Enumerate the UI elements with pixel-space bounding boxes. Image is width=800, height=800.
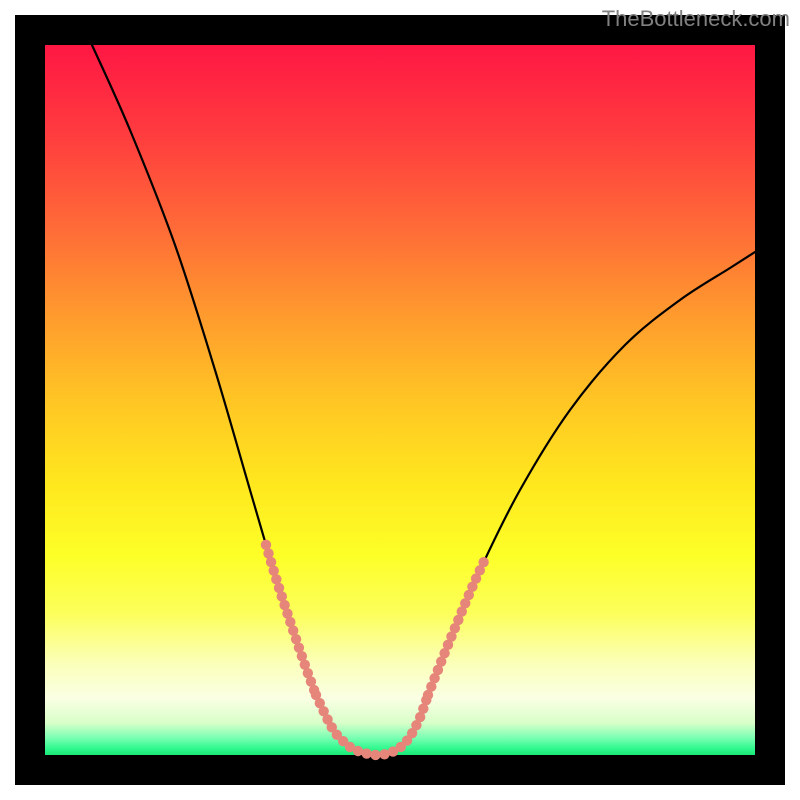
threshold-dot: [361, 748, 371, 758]
gradient-background: [45, 45, 755, 755]
bottleneck-plot: [0, 0, 800, 800]
threshold-dot: [478, 557, 488, 567]
threshold-dot: [370, 750, 380, 760]
watermark-text: TheBottleneck.com: [602, 6, 790, 32]
